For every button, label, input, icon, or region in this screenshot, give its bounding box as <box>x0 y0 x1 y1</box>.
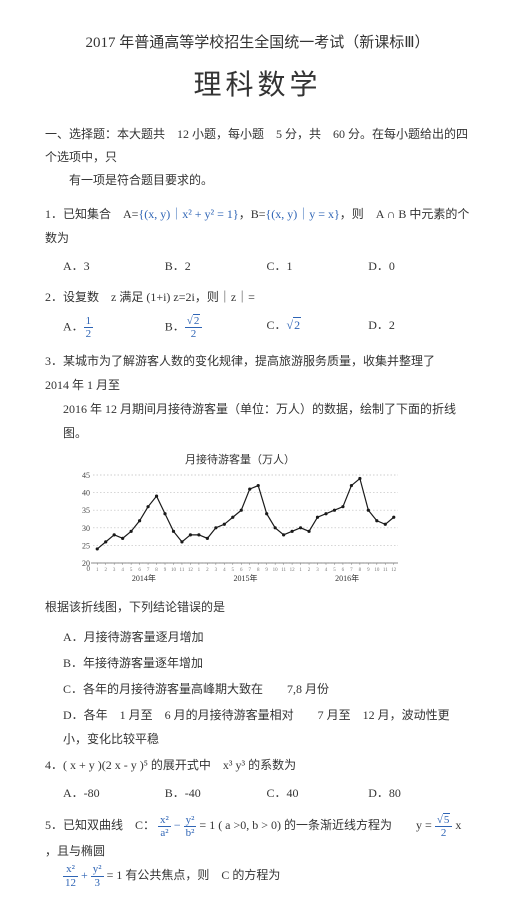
q5-frac5: y²3 <box>91 863 104 888</box>
q1-mid: ，B= <box>239 207 266 221</box>
q5-mid: = 1 ( a >0, b > 0) 的一条渐近线方程为 y = <box>199 818 434 832</box>
subject-title: 理科数学 <box>45 61 470 111</box>
svg-text:1: 1 <box>96 568 99 573</box>
svg-text:1: 1 <box>299 568 302 573</box>
svg-text:9: 9 <box>164 568 167 573</box>
question-3: 3．某城市为了解游客人数的变化规律，提高旅游服务质量，收集并整理了 2014 年… <box>45 349 470 445</box>
q3-opt-a: A．月接待游客量逐月增加 <box>63 625 470 649</box>
svg-text:9: 9 <box>265 568 268 573</box>
intro-line2: 有一项是符合题目要求的。 <box>45 169 470 192</box>
q5-frac4: x²12 <box>63 863 78 888</box>
svg-text:40: 40 <box>82 489 90 498</box>
svg-text:6: 6 <box>342 568 345 573</box>
svg-text:4: 4 <box>223 568 226 573</box>
svg-text:35: 35 <box>82 507 90 516</box>
q3-sub-options: A．月接待游客量逐月增加 B．年接待游客量逐年增加 C．各年的月接待游客量高峰期… <box>45 625 470 751</box>
svg-text:2: 2 <box>308 568 311 573</box>
question-4: 4．( x + y )(2 x - y )⁵ 的展开式中 x³ y³ 的系数为 <box>45 753 470 777</box>
svg-text:2: 2 <box>104 568 107 573</box>
q2-a-pre: A． <box>63 320 84 334</box>
svg-text:45: 45 <box>82 471 90 480</box>
svg-text:4: 4 <box>121 568 124 573</box>
svg-text:8: 8 <box>257 568 260 573</box>
q4-options: A．-80 B．-40 C．40 D．80 <box>45 783 470 805</box>
q2-c-pre: C． <box>267 318 287 332</box>
q5-pre: 5．已知双曲线 C： <box>45 818 155 832</box>
q4-opt-a: A．-80 <box>63 783 165 805</box>
svg-text:3: 3 <box>215 568 218 573</box>
chart-title: 月接待游客量（万人） <box>75 451 405 471</box>
svg-text:12: 12 <box>188 568 194 573</box>
svg-text:8: 8 <box>359 568 362 573</box>
exam-title: 2017 年普通高等学校招生全国统一考试（新课标Ⅲ） <box>45 30 470 57</box>
q3-opt-c: C．各年的月接待游客量高峰期大致在 7,8 月份 <box>63 677 470 701</box>
svg-text:25: 25 <box>82 542 90 551</box>
question-1: 1．已知集合 A={(x, y)｜x² + y² = 1}，B={(x, y)｜… <box>45 202 470 250</box>
svg-text:10: 10 <box>171 568 177 573</box>
q1-set-b: {(x, y)｜y = x} <box>265 207 339 221</box>
q1-opt-d: D．0 <box>368 256 470 278</box>
svg-text:2015年: 2015年 <box>234 573 258 583</box>
svg-text:12: 12 <box>290 568 296 573</box>
q3-line1: 3．某城市为了解游客人数的变化规律，提高旅游服务质量，收集并整理了 2014 年… <box>45 354 471 392</box>
q5-frac3: √52 <box>435 814 453 839</box>
q5-line2: = 1 有公共焦点，则 C 的方程为 <box>107 868 281 882</box>
svg-text:11: 11 <box>281 568 286 573</box>
q2-opt-c: C．√2 <box>267 315 369 340</box>
q2-opt-a: A．12 <box>63 315 165 340</box>
svg-text:30: 30 <box>82 524 90 533</box>
svg-text:9: 9 <box>367 568 370 573</box>
svg-text:5: 5 <box>130 568 133 573</box>
svg-text:5: 5 <box>232 568 235 573</box>
svg-text:8: 8 <box>155 568 158 573</box>
svg-text:3: 3 <box>113 568 116 573</box>
q1-opt-c: C．1 <box>267 256 369 278</box>
svg-text:6: 6 <box>138 568 141 573</box>
svg-text:6: 6 <box>240 568 243 573</box>
q5-frac1: x²a² <box>158 814 171 839</box>
svg-text:4: 4 <box>325 568 328 573</box>
question-2: 2．设复数 z 满足 (1+i) z=2i，则｜z｜= <box>45 285 470 309</box>
line-chart: 2025303540451234567891011121234567891011… <box>75 470 405 585</box>
svg-text:1: 1 <box>198 568 201 573</box>
svg-text:5: 5 <box>333 568 336 573</box>
q3-conclusion-lead: 根据该折线图，下列结论错误的是 <box>45 595 470 619</box>
svg-text:2014年: 2014年 <box>132 573 156 583</box>
q1-lead: 1．已知集合 A= <box>45 207 138 221</box>
q2-b-pre: B． <box>165 320 185 334</box>
question-5: 5．已知双曲线 C： x²a² − y²b² = 1 ( a >0, b > 0… <box>45 813 470 889</box>
q5-frac2: y²b² <box>184 814 197 839</box>
svg-text:2016年: 2016年 <box>335 573 359 583</box>
svg-text:7: 7 <box>350 568 353 573</box>
svg-text:11: 11 <box>180 568 185 573</box>
q4-opt-d: D．80 <box>368 783 470 805</box>
q2-options: A．12 B．√22 C．√2 D．2 <box>45 315 470 340</box>
svg-text:2: 2 <box>206 568 209 573</box>
q1-opt-a: A．3 <box>63 256 165 278</box>
q4-opt-c: C．40 <box>267 783 369 805</box>
chart-container: 月接待游客量（万人） 20253035404512345678910111212… <box>75 451 405 586</box>
section-intro: 一、选择题：本大题共 12 小题，每小题 5 分，共 60 分。在每小题给出的四… <box>45 123 470 191</box>
svg-text:7: 7 <box>147 568 150 573</box>
q3-line2: 2016 年 12 月期间月接待游客量（单位：万人）的数据，绘制了下面的折线图。 <box>45 397 470 445</box>
q2-opt-b: B．√22 <box>165 315 267 340</box>
q2-opt-d: D．2 <box>368 315 470 340</box>
svg-text:11: 11 <box>383 568 388 573</box>
svg-text:10: 10 <box>273 568 279 573</box>
svg-text:10: 10 <box>374 568 380 573</box>
q1-opt-b: B．2 <box>165 256 267 278</box>
svg-text:0: 0 <box>87 565 91 573</box>
svg-text:3: 3 <box>316 568 319 573</box>
q1-options: A．3 B．2 C．1 D．0 <box>45 256 470 278</box>
q1-set-a: {(x, y)｜x² + y² = 1} <box>138 207 238 221</box>
q3-opt-d: D．各年 1 月至 6 月的月接待游客量相对 7 月至 12 月，波动性更小，变… <box>63 703 470 751</box>
intro-line1: 一、选择题：本大题共 12 小题，每小题 5 分，共 60 分。在每小题给出的四… <box>45 127 468 164</box>
svg-text:12: 12 <box>391 568 397 573</box>
q4-opt-b: B．-40 <box>165 783 267 805</box>
svg-text:7: 7 <box>248 568 251 573</box>
q3-opt-b: B．年接待游客量逐年增加 <box>63 651 470 675</box>
